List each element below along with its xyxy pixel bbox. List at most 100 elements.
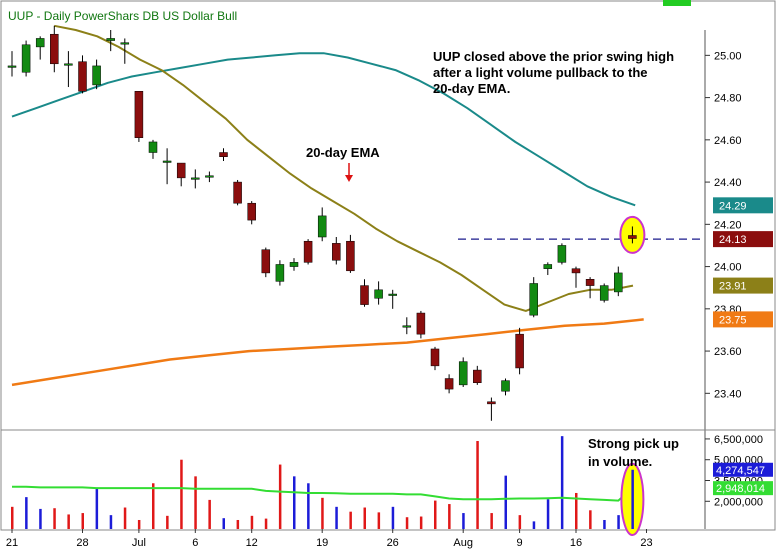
candle-body [162,160,172,163]
volume-bar [307,483,310,529]
candlesticks [7,25,637,421]
volume-badge-label: 4,274,547 [716,465,765,477]
candle-body [388,293,397,296]
volume-bar [180,459,183,529]
candle-body [360,285,369,305]
volume-bar [39,508,42,529]
highlight-volume-bar [631,469,634,529]
candle-body [444,378,454,390]
volume-bar [617,515,620,529]
volume-bar [434,500,437,529]
x-tick-label: 6 [192,537,198,549]
volume-bar [137,519,141,529]
candle-body [205,175,214,178]
price-tick-label: 24.40 [714,177,742,189]
ema20-arrow-head [345,175,353,182]
x-tick-label: 21 [6,537,18,549]
x-tick-label: 28 [76,537,88,549]
volume-bar [363,507,366,529]
candle-body [416,312,426,335]
ema200-line-group [11,318,644,387]
candle-body [402,325,412,328]
volume-bar [603,519,606,529]
volume-bar [490,513,493,529]
candle-body [106,38,115,41]
volume-bar [560,436,564,529]
axis-badges: 24.29 24.13 23.91 23.75 4,274,547 2,948,014 [713,197,773,496]
ema50-line-group [11,52,636,207]
volume-bar [222,518,225,529]
candle-body [233,181,242,204]
candle-body [289,262,299,267]
candle-body [571,268,581,274]
volume-bar [166,515,169,529]
volume-bar [518,515,522,529]
price-badge [713,277,773,294]
volume-bar [546,499,550,529]
x-axis: 21 28 Jul 6 12 19 26 Aug 9 16 23 [6,529,653,549]
volume-badge-label: 2,948,014 [716,483,765,495]
price-badge [713,311,773,328]
candle-body [261,249,271,274]
candle-body [64,63,73,66]
x-tick-label: 26 [387,537,399,549]
x-tick-label: 12 [246,537,258,549]
candle-body [148,141,158,153]
candle-body [501,380,510,392]
volume-tick-label: 2,000,000 [714,496,763,508]
candle-body [7,65,17,68]
candle-body [191,177,200,180]
commentary-line-3: 20-day EMA. [433,81,510,96]
volume-average-line [12,485,634,502]
volume-bar [293,476,296,529]
price-tick-label: 25.00 [714,50,742,62]
chart-title: UUP - Daily PowerShars DB US Dollar Bull [8,9,237,23]
candle-body [374,289,383,299]
price-tick-label: 23.60 [714,346,742,358]
volume-bar [208,499,211,529]
volume-bar [504,475,507,529]
candle-body [458,361,468,386]
candle-body [529,283,538,316]
top-right-marker [663,0,691,6]
volume-note-line-1: Strong pick up [588,436,679,451]
candle-body [614,272,623,293]
price-badge-label: 23.91 [719,281,747,293]
volume-bar [589,510,592,529]
x-tick-label: 19 [316,537,328,549]
chart-frame [0,0,776,531]
candle-body [515,333,524,369]
volume-bar [349,511,352,529]
volume-bar [264,518,268,529]
candle-body [176,162,186,179]
candle-body [120,42,130,45]
candle-body [35,38,45,48]
volume-bar [194,476,197,529]
candle-body [430,348,440,367]
candle-body [134,91,144,138]
price-tick-label: 24.60 [714,135,742,147]
commentary-line-1: UUP closed above the prior swing high [433,49,674,64]
price-badge-label: 24.13 [719,234,747,246]
volume-bar [476,441,479,529]
volume-bar [278,464,282,529]
price-badge-label: 24.29 [719,200,747,212]
candle-body [50,33,59,65]
x-tick-label: 23 [640,537,652,549]
volume-tick-label: 6,500,000 [714,434,763,446]
price-badge [713,231,773,248]
volume-bar [321,497,324,529]
candle-body [557,245,567,263]
candle-body [78,61,87,92]
volume-bar [391,506,395,529]
volume-bar [448,504,451,529]
candle-body [303,240,313,263]
ema20-annotation: 20-day EMA [306,145,380,160]
candle-body [21,44,31,73]
volume-bar [532,521,536,529]
candle-body [219,152,228,157]
volume-bar [11,506,14,529]
volume-bar [419,516,423,529]
volume-bar [236,519,240,529]
volume-bar [575,492,578,529]
